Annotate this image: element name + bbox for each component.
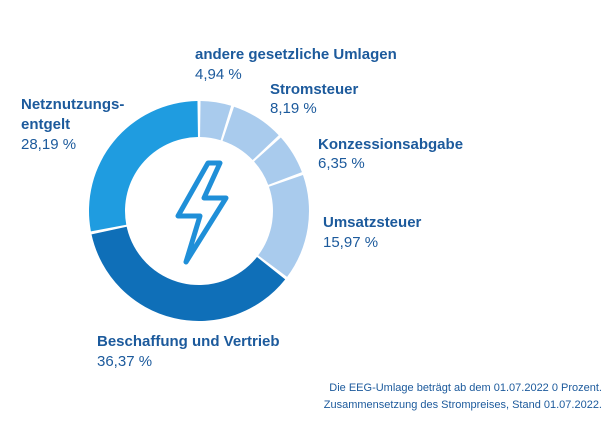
footnotes: Die EEG-Umlage beträgt ab dem 01.07.2022… xyxy=(324,382,602,411)
slice-label-beschaffung-und-vertrieb: Beschaffung und Vertrieb xyxy=(97,333,280,350)
center-icon-layer xyxy=(175,160,229,265)
slice-label-konzessionsabgabe: Konzessionsabgabe xyxy=(318,136,463,153)
footnote-line-2: Zusammensetzung des Strompreises, Stand … xyxy=(324,399,602,411)
donut-slice-umsatzsteuer xyxy=(258,175,309,277)
slice-label-andere-gesetzliche-umlagen: andere gesetzliche Umlagen xyxy=(195,46,397,63)
donut-slice-netznutzungs-entgelt xyxy=(89,101,198,232)
donut-slice-andere-gesetzliche-umlagen xyxy=(200,101,232,141)
slice-label-stromsteuer: Stromsteuer xyxy=(270,81,359,98)
slice-value-konzessionsabgabe: 6,35 % xyxy=(318,155,365,172)
slice-value-umsatzsteuer: 15,97 % xyxy=(323,234,378,251)
slice-label-netznutzungs-entgelt: Netznutzungs-entgelt xyxy=(21,96,124,133)
slice-label-umsatzsteuer: Umsatzsteuer xyxy=(323,214,422,231)
donut-slice-beschaffung-und-vertrieb xyxy=(91,226,286,321)
slice-value-beschaffung-und-vertrieb: 36,37 % xyxy=(97,353,152,370)
donut-slice-stromsteuer xyxy=(222,106,279,161)
donut-slices xyxy=(89,101,309,321)
donut-slice-konzessionsabgabe xyxy=(254,137,302,185)
slice-value-netznutzungs-entgelt: 28,19 % xyxy=(21,136,76,153)
slice-value-andere-gesetzliche-umlagen: 4,94 % xyxy=(195,66,242,83)
slice-value-stromsteuer: 8,19 % xyxy=(270,100,317,117)
slice-labels: andere gesetzliche Umlagen 4,94 % Stromste… xyxy=(21,46,463,370)
footnote-line-1: Die EEG-Umlage beträgt ab dem 01.07.2022… xyxy=(329,382,602,394)
lightning-bolt-icon xyxy=(175,160,229,265)
